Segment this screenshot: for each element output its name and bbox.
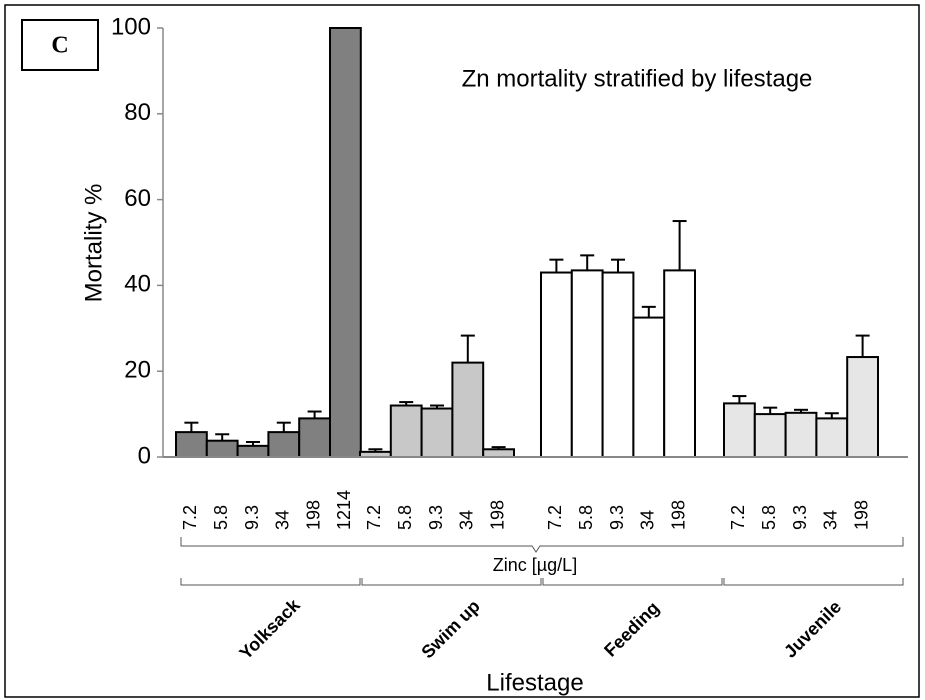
y-tick-label: 0 [138, 442, 151, 469]
group-bracket [361, 578, 542, 586]
x-tick-label: 198 [851, 500, 871, 530]
bar [389, 404, 423, 458]
bar [540, 271, 573, 458]
group-label: Yolksack [235, 594, 304, 663]
group-bracket [180, 578, 361, 586]
x-tick-label: 34 [273, 510, 293, 530]
bar [784, 411, 818, 458]
bar [236, 444, 270, 459]
bar [632, 316, 666, 459]
y-tick-label: 60 [124, 185, 151, 212]
y-axis-label: Mortality % [80, 184, 107, 303]
y-tick-label: 40 [124, 271, 151, 298]
bar [482, 448, 516, 459]
x-tick-label: 34 [457, 510, 477, 530]
bar [175, 431, 208, 459]
bar [420, 407, 454, 459]
x-tick-label: 198 [668, 500, 688, 530]
x-tick-label: 7.2 [728, 505, 748, 530]
y-tick-label: 20 [124, 357, 151, 384]
x-tick-label: 9.3 [426, 505, 446, 530]
bar [663, 269, 697, 459]
bar [205, 439, 239, 458]
x-tick-label: 5.8 [211, 505, 231, 530]
group-label: Juvenile [780, 597, 845, 662]
frame [4, 4, 920, 698]
y-tick-label: 80 [124, 99, 151, 126]
bar [570, 269, 604, 459]
panel-box [21, 19, 99, 71]
x-tick-label: 5.8 [759, 505, 779, 530]
chart-title: Zn mortality stratified by lifestage [462, 65, 813, 92]
x-tick-label: 9.3 [242, 505, 262, 530]
x-tick-label: 7.2 [180, 505, 200, 530]
bar [267, 431, 301, 459]
bar [753, 413, 787, 459]
x-tick-label: 5.8 [395, 505, 415, 530]
x-tick-label: 198 [487, 500, 507, 530]
x-tick-label: 34 [638, 510, 658, 530]
bar [815, 417, 849, 459]
group-axis-label: Lifestage [486, 669, 583, 696]
x-tick-label: 7.2 [545, 505, 565, 530]
group-bracket [542, 578, 723, 586]
bar [846, 356, 880, 458]
x-tick-label: 1214 [334, 490, 354, 530]
bar [451, 361, 485, 458]
group-label: Swim up [417, 596, 483, 662]
panel-label: C [51, 33, 68, 59]
bar [329, 27, 362, 458]
x-tick-label: 5.8 [576, 505, 596, 530]
x-tick-label: 7.2 [364, 505, 384, 530]
x-axis-label: Zinc [µg/L] [493, 555, 577, 575]
x-tick-label: 9.3 [790, 505, 810, 530]
bar [298, 417, 332, 459]
bar [601, 271, 635, 458]
group-label: Feeding [600, 598, 663, 661]
bar [723, 402, 756, 458]
x-tick-label: 9.3 [607, 505, 627, 530]
group-bracket [723, 578, 904, 586]
zinc-brace [180, 537, 904, 553]
x-tick-label: 34 [821, 510, 841, 530]
y-tick-label: 100 [111, 13, 151, 40]
x-tick-label: 198 [303, 500, 323, 530]
